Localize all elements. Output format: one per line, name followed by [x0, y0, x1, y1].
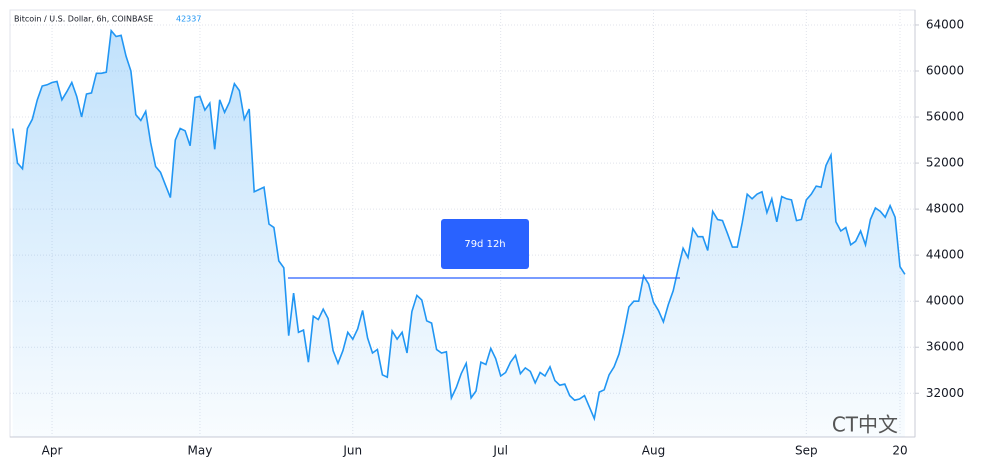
- y-tick-label: 36000: [926, 340, 964, 354]
- x-tick-label: Jun: [342, 444, 362, 458]
- y-tick-label: 52000: [926, 156, 964, 170]
- y-tick-label: 48000: [926, 202, 964, 216]
- x-tick-label: Apr: [42, 444, 63, 458]
- y-tick-label: 60000: [926, 64, 964, 78]
- y-tick-label: 64000: [926, 17, 964, 31]
- measure-box: [441, 219, 529, 269]
- x-tick-label: 20: [892, 444, 907, 458]
- last-value: 42337: [176, 15, 201, 24]
- x-tick-label: May: [188, 444, 213, 458]
- price-line: [11, 28, 906, 422]
- chart-title: Bitcoin / U.S. Dollar, 6h, COINBASE: [14, 15, 153, 24]
- x-tick-label: Sep: [795, 444, 818, 458]
- x-tick-label: Aug: [642, 444, 665, 458]
- y-tick-label: 40000: [926, 294, 964, 308]
- measure-label: 79d 12h: [464, 239, 505, 250]
- x-tick-label: Jul: [492, 444, 507, 458]
- y-tick-label: 56000: [926, 110, 964, 124]
- marks: [10, 10, 915, 437]
- watermark: CT中文: [832, 413, 898, 437]
- y-tick-label: 44000: [926, 248, 964, 262]
- y-tick-label: 32000: [926, 386, 964, 400]
- area-fill: [12, 30, 905, 437]
